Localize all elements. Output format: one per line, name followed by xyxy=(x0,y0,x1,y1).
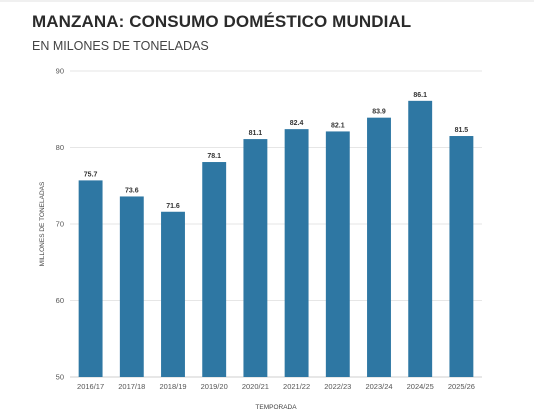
data-label: 86.1 xyxy=(413,92,427,99)
y-tick-label: 60 xyxy=(56,296,64,305)
x-tick-label: 2021/22 xyxy=(283,382,310,391)
x-axis-ticks: 2016/17 2017/18 2018/19 2019/20 2020/21 2021/… xyxy=(77,382,475,391)
y-tick-label: 50 xyxy=(56,373,64,382)
y-axis-title: MILLONES DE TONELADAS xyxy=(39,181,46,266)
y-axis-ticks: 50 60 70 80 90 xyxy=(56,67,64,382)
data-label: 78.1 xyxy=(207,153,221,160)
chart-title: MANZANA: CONSUMO DOMÉSTICO MUNDIAL xyxy=(32,12,412,31)
top-divider xyxy=(0,0,534,2)
data-label: 82.4 xyxy=(290,120,304,127)
data-label: 71.6 xyxy=(166,203,180,210)
data-label: 81.1 xyxy=(249,130,263,137)
data-label: 73.6 xyxy=(125,187,139,194)
bar xyxy=(78,180,103,377)
x-tick-label: 2016/17 xyxy=(77,382,104,391)
x-tick-label: 2023/24 xyxy=(365,382,392,391)
data-labels: 75.7 73.6 71.6 78.1 81.1 82.4 82.1 83.9 86.1 81.5 xyxy=(84,92,469,210)
x-tick-label: 2024/25 xyxy=(407,382,434,391)
bar xyxy=(449,136,474,377)
x-tick-label: 2022/23 xyxy=(324,382,351,391)
y-tick-label: 70 xyxy=(56,220,64,229)
bar xyxy=(325,131,350,377)
data-label: 82.1 xyxy=(331,122,345,129)
bar xyxy=(367,117,391,377)
data-label: 81.5 xyxy=(455,127,469,134)
data-label: 75.7 xyxy=(84,171,98,178)
x-tick-label: 2019/20 xyxy=(201,382,228,391)
bar xyxy=(408,100,433,378)
bars xyxy=(78,100,474,378)
y-tick-label: 80 xyxy=(56,143,64,152)
y-tick-label: 90 xyxy=(56,67,64,76)
bar xyxy=(243,139,268,377)
bar xyxy=(161,211,185,377)
bar xyxy=(119,196,144,377)
x-axis-title: TEMPORADA xyxy=(255,404,297,411)
bar xyxy=(284,129,309,377)
x-tick-label: 2020/21 xyxy=(242,382,269,391)
data-label: 83.9 xyxy=(372,109,386,116)
x-tick-label: 2018/19 xyxy=(159,382,186,391)
x-tick-label: 2025/26 xyxy=(448,382,475,391)
x-tick-label: 2017/18 xyxy=(118,382,145,391)
chart-subtitle: EN MILONES DE TONELADAS xyxy=(32,39,209,53)
bar xyxy=(202,162,227,377)
